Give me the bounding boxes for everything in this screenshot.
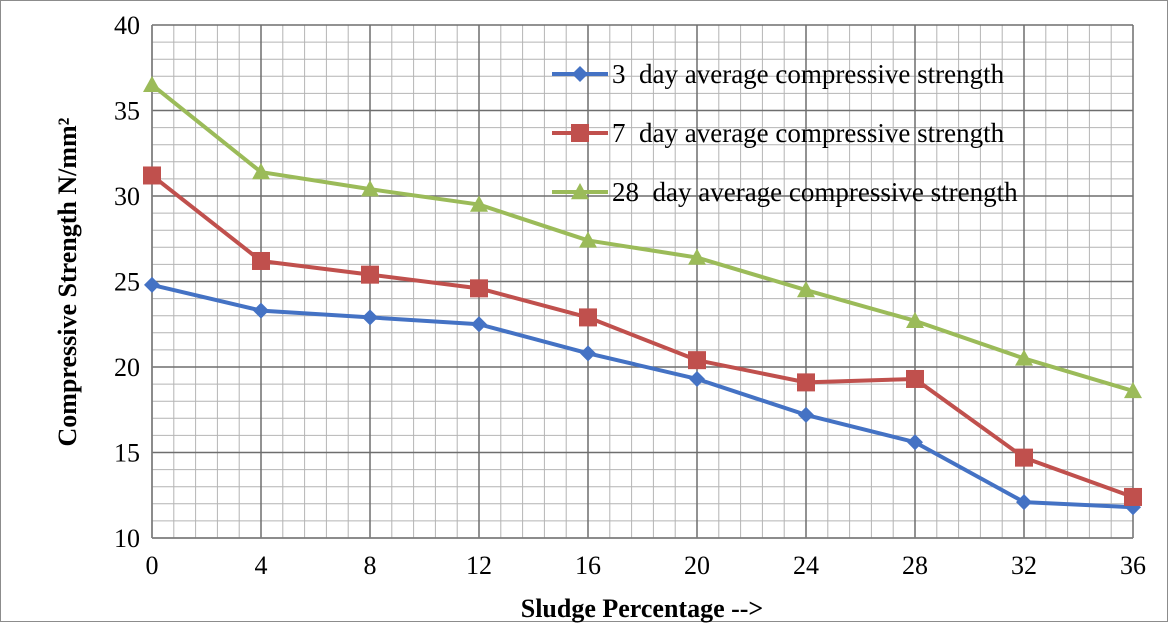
data-point xyxy=(579,308,597,327)
data-point xyxy=(797,373,815,392)
data-point xyxy=(1016,494,1032,511)
data-point xyxy=(579,231,597,248)
data-point xyxy=(253,302,269,319)
y-tick-label: 40 xyxy=(114,11,140,40)
x-tick-label: 32 xyxy=(1011,551,1037,580)
x-tick-label: 0 xyxy=(146,551,159,580)
data-point xyxy=(906,311,924,329)
series-group xyxy=(143,75,1142,516)
data-point xyxy=(688,248,706,265)
data-point xyxy=(1124,487,1142,506)
data-point xyxy=(252,163,270,180)
series-line xyxy=(150,173,1134,499)
x-tick-label: 36 xyxy=(1120,551,1146,580)
data-point xyxy=(143,75,161,93)
data-point xyxy=(144,276,160,293)
series-3 xyxy=(143,75,1142,399)
data-point xyxy=(1015,349,1033,366)
data-point xyxy=(1124,381,1142,399)
data-point xyxy=(471,316,487,333)
data-point xyxy=(571,183,589,200)
x-tick-label: 28 xyxy=(902,551,928,580)
legend-label: 7 day average compressive strength xyxy=(612,118,1005,148)
data-point xyxy=(470,279,488,298)
data-point xyxy=(907,434,923,451)
y-tick-label: 20 xyxy=(114,353,140,382)
y-tick-label: 35 xyxy=(114,97,140,126)
data-point xyxy=(689,370,705,387)
data-point xyxy=(143,166,161,185)
data-point xyxy=(906,369,924,388)
series-line xyxy=(151,282,1134,510)
y-tick-label: 30 xyxy=(114,182,140,211)
y-tick-label: 10 xyxy=(114,524,140,553)
data-point xyxy=(470,195,488,212)
series-line xyxy=(150,83,1134,393)
data-point xyxy=(361,180,379,197)
y-tick-label: 25 xyxy=(114,268,140,297)
legend-label: 28 day average compressive strength xyxy=(612,177,1018,207)
data-point xyxy=(252,251,270,270)
x-axis-title: Sludge Percentage --> xyxy=(521,594,764,623)
x-tick-label: 24 xyxy=(793,551,819,580)
data-point xyxy=(362,309,378,326)
series-2 xyxy=(143,166,1142,506)
series-1 xyxy=(144,276,1141,516)
x-tick-label: 16 xyxy=(575,551,601,580)
data-point xyxy=(797,281,815,298)
x-tick-label: 8 xyxy=(364,551,377,580)
data-point xyxy=(798,406,814,423)
x-tick-label: 12 xyxy=(466,551,492,580)
data-point xyxy=(688,351,706,370)
data-point xyxy=(571,124,589,142)
data-point xyxy=(580,345,596,362)
major-gridlines xyxy=(151,24,1134,539)
legend-entry: 3 day average compressive strength xyxy=(552,59,1005,89)
data-point xyxy=(1015,448,1033,467)
x-tick-label: 4 xyxy=(255,551,268,580)
data-point xyxy=(361,265,379,284)
y-tick-label: 15 xyxy=(114,439,140,468)
legend: 3 day average compressive strength 7 day … xyxy=(552,59,1018,207)
y-tick-labels: 10 15 20 25 30 35 40 xyxy=(114,11,140,553)
y-axis-title: Compressive Strength N/mm² xyxy=(53,117,82,446)
x-tick-label: 20 xyxy=(684,551,710,580)
x-tick-labels: 0 4 8 12 16 20 24 28 32 36 xyxy=(146,551,1147,580)
legend-label: 3 day average compressive strength xyxy=(612,59,1005,89)
legend-entry: 28 day average compressive strength xyxy=(552,177,1018,207)
data-point xyxy=(572,66,588,82)
legend-entry: 7 day average compressive strength xyxy=(552,118,1005,148)
